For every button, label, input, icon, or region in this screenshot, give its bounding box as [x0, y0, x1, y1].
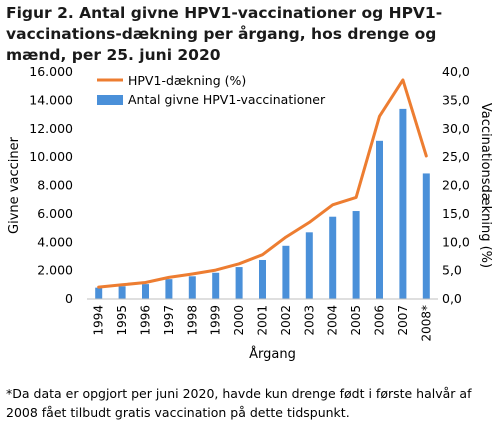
x-tick-label: 1994	[92, 305, 106, 336]
x-tick-label: 2007	[396, 305, 410, 336]
left-axis-ticks: 0 2.000 4.000 6.000 8.000 10.000 12.000 14.000 1…	[29, 64, 73, 306]
legend-label-vaccinations: Antal givne HPV1-vaccinationer	[128, 92, 326, 107]
bar-1995	[118, 286, 126, 299]
right-axis-ticks: 0,0 5,0 10,0 15,0 20,0 25,0 30,0 35,0 40,0	[442, 64, 470, 306]
bar-series	[95, 108, 430, 299]
y-tick-label: 10.000	[29, 149, 73, 164]
y-tick-label: 6.000	[37, 206, 73, 221]
footnote: *Da data er opgjort per juni 2020, havde…	[6, 386, 472, 420]
x-tick-label: 1996	[139, 305, 153, 336]
y2-tick-label: 0,0	[442, 291, 462, 306]
x-tick-label: 2000	[232, 305, 246, 336]
y-tick-label: 4.000	[37, 234, 73, 249]
coverage-line	[97, 78, 428, 289]
legend-swatch-bar	[97, 95, 123, 105]
bar-1999	[212, 272, 220, 299]
x-tick-label: 2003	[302, 305, 316, 336]
bar-2007	[399, 108, 407, 299]
x-tick-label: 2001	[256, 305, 270, 336]
x-tick-label: 2002	[279, 305, 293, 336]
x-axis-ticks: 1994 1995 1996 1997 1998 1999 2000 2001 2002 2003…	[92, 305, 434, 342]
y2-axis-label: Vaccinationsdækning (%)	[478, 103, 493, 268]
x-tick-label: 2006	[373, 305, 387, 336]
bar-2000	[235, 267, 243, 299]
bar-2006	[376, 140, 383, 299]
legend: HPV1-dækning (%) Antal givne HPV1-vaccin…	[97, 73, 326, 107]
y2-tick-label: 25,0	[442, 149, 470, 164]
x-tick-label: 1999	[209, 305, 223, 336]
y2-tick-label: 30,0	[442, 121, 470, 136]
x-axis-label: Årgang	[249, 346, 296, 362]
bar-2003	[305, 232, 313, 299]
y2-tick-label: 5,0	[442, 263, 462, 278]
y-tick-label: 16.000	[29, 64, 73, 79]
bar-2002	[282, 245, 290, 299]
x-tick-label: 2005	[349, 305, 363, 336]
figure-title: Figur 2. Antal givne HPV1-vaccinationer …	[6, 4, 443, 64]
bar-2005	[352, 211, 360, 299]
bar-2004	[329, 216, 337, 299]
y-tick-label: 2.000	[37, 263, 73, 278]
y2-tick-label: 10,0	[442, 234, 470, 249]
y-tick-label: 14.000	[29, 92, 73, 107]
y2-tick-label: 40,0	[442, 64, 470, 79]
combo-chart: 0 2.000 4.000 6.000 8.000 10.000 12.000 14.000 1…	[7, 64, 493, 362]
y-tick-label: 0	[65, 291, 73, 306]
bar-2001	[259, 259, 266, 299]
y-tick-label: 12.000	[29, 121, 73, 136]
x-tick-label: 1997	[162, 305, 176, 336]
y-tick-label: 8.000	[37, 178, 73, 193]
y2-tick-label: 15,0	[442, 206, 470, 221]
bar-2008	[422, 173, 430, 299]
y-axis-label: Givne vacciner	[7, 136, 22, 234]
bar-1996	[142, 284, 149, 299]
bar-1997	[165, 279, 173, 299]
y2-tick-label: 35,0	[442, 92, 470, 107]
y2-tick-label: 20,0	[442, 178, 470, 193]
bar-1998	[188, 276, 196, 299]
x-tick-label: 2008*	[419, 305, 433, 342]
x-tick-label: 1995	[115, 305, 129, 336]
x-tick-label: 1998	[185, 305, 199, 336]
bar-1994	[95, 287, 103, 299]
legend-label-coverage: HPV1-dækning (%)	[128, 73, 246, 88]
x-tick-label: 2004	[326, 305, 340, 336]
